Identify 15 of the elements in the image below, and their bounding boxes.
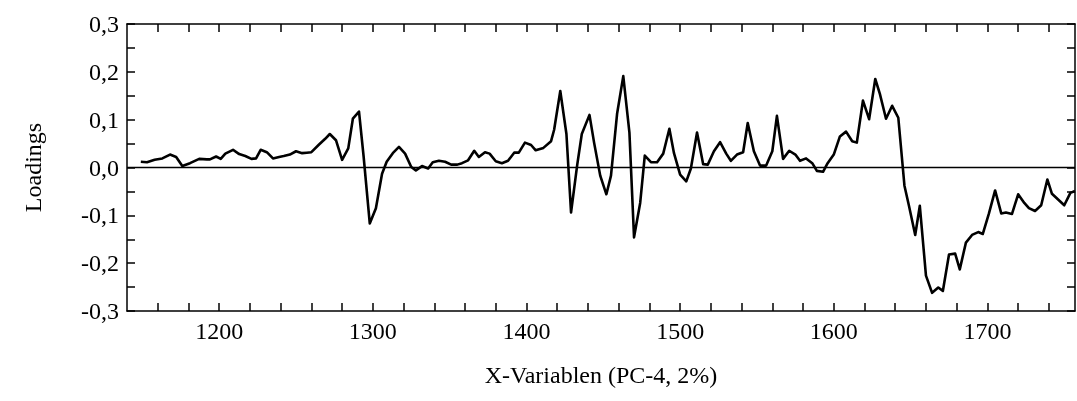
x-tick-label: 1600 [809, 318, 858, 344]
x-tick-label: 1300 [348, 318, 397, 344]
y-tick-label: -0,2 [81, 250, 119, 277]
x-tick-label: 1400 [502, 318, 551, 344]
y-tick-label: 0,0 [89, 154, 119, 181]
x-tick-label: 1500 [656, 318, 705, 344]
x-tick-label: 1200 [195, 318, 244, 344]
y-tick-label: 0,3 [89, 11, 119, 37]
x-axis-title: X-Variablen (PC-4, 2%) [484, 362, 718, 388]
y-tick-label: 0,1 [89, 106, 119, 133]
y-tick-label: -0,1 [81, 202, 119, 229]
y-tick-label: -0,3 [81, 298, 119, 324]
y-tick-label: 0,2 [89, 58, 119, 85]
y-axis-title: Loadings [20, 122, 46, 213]
x-tick-label: 1700 [963, 318, 1012, 344]
